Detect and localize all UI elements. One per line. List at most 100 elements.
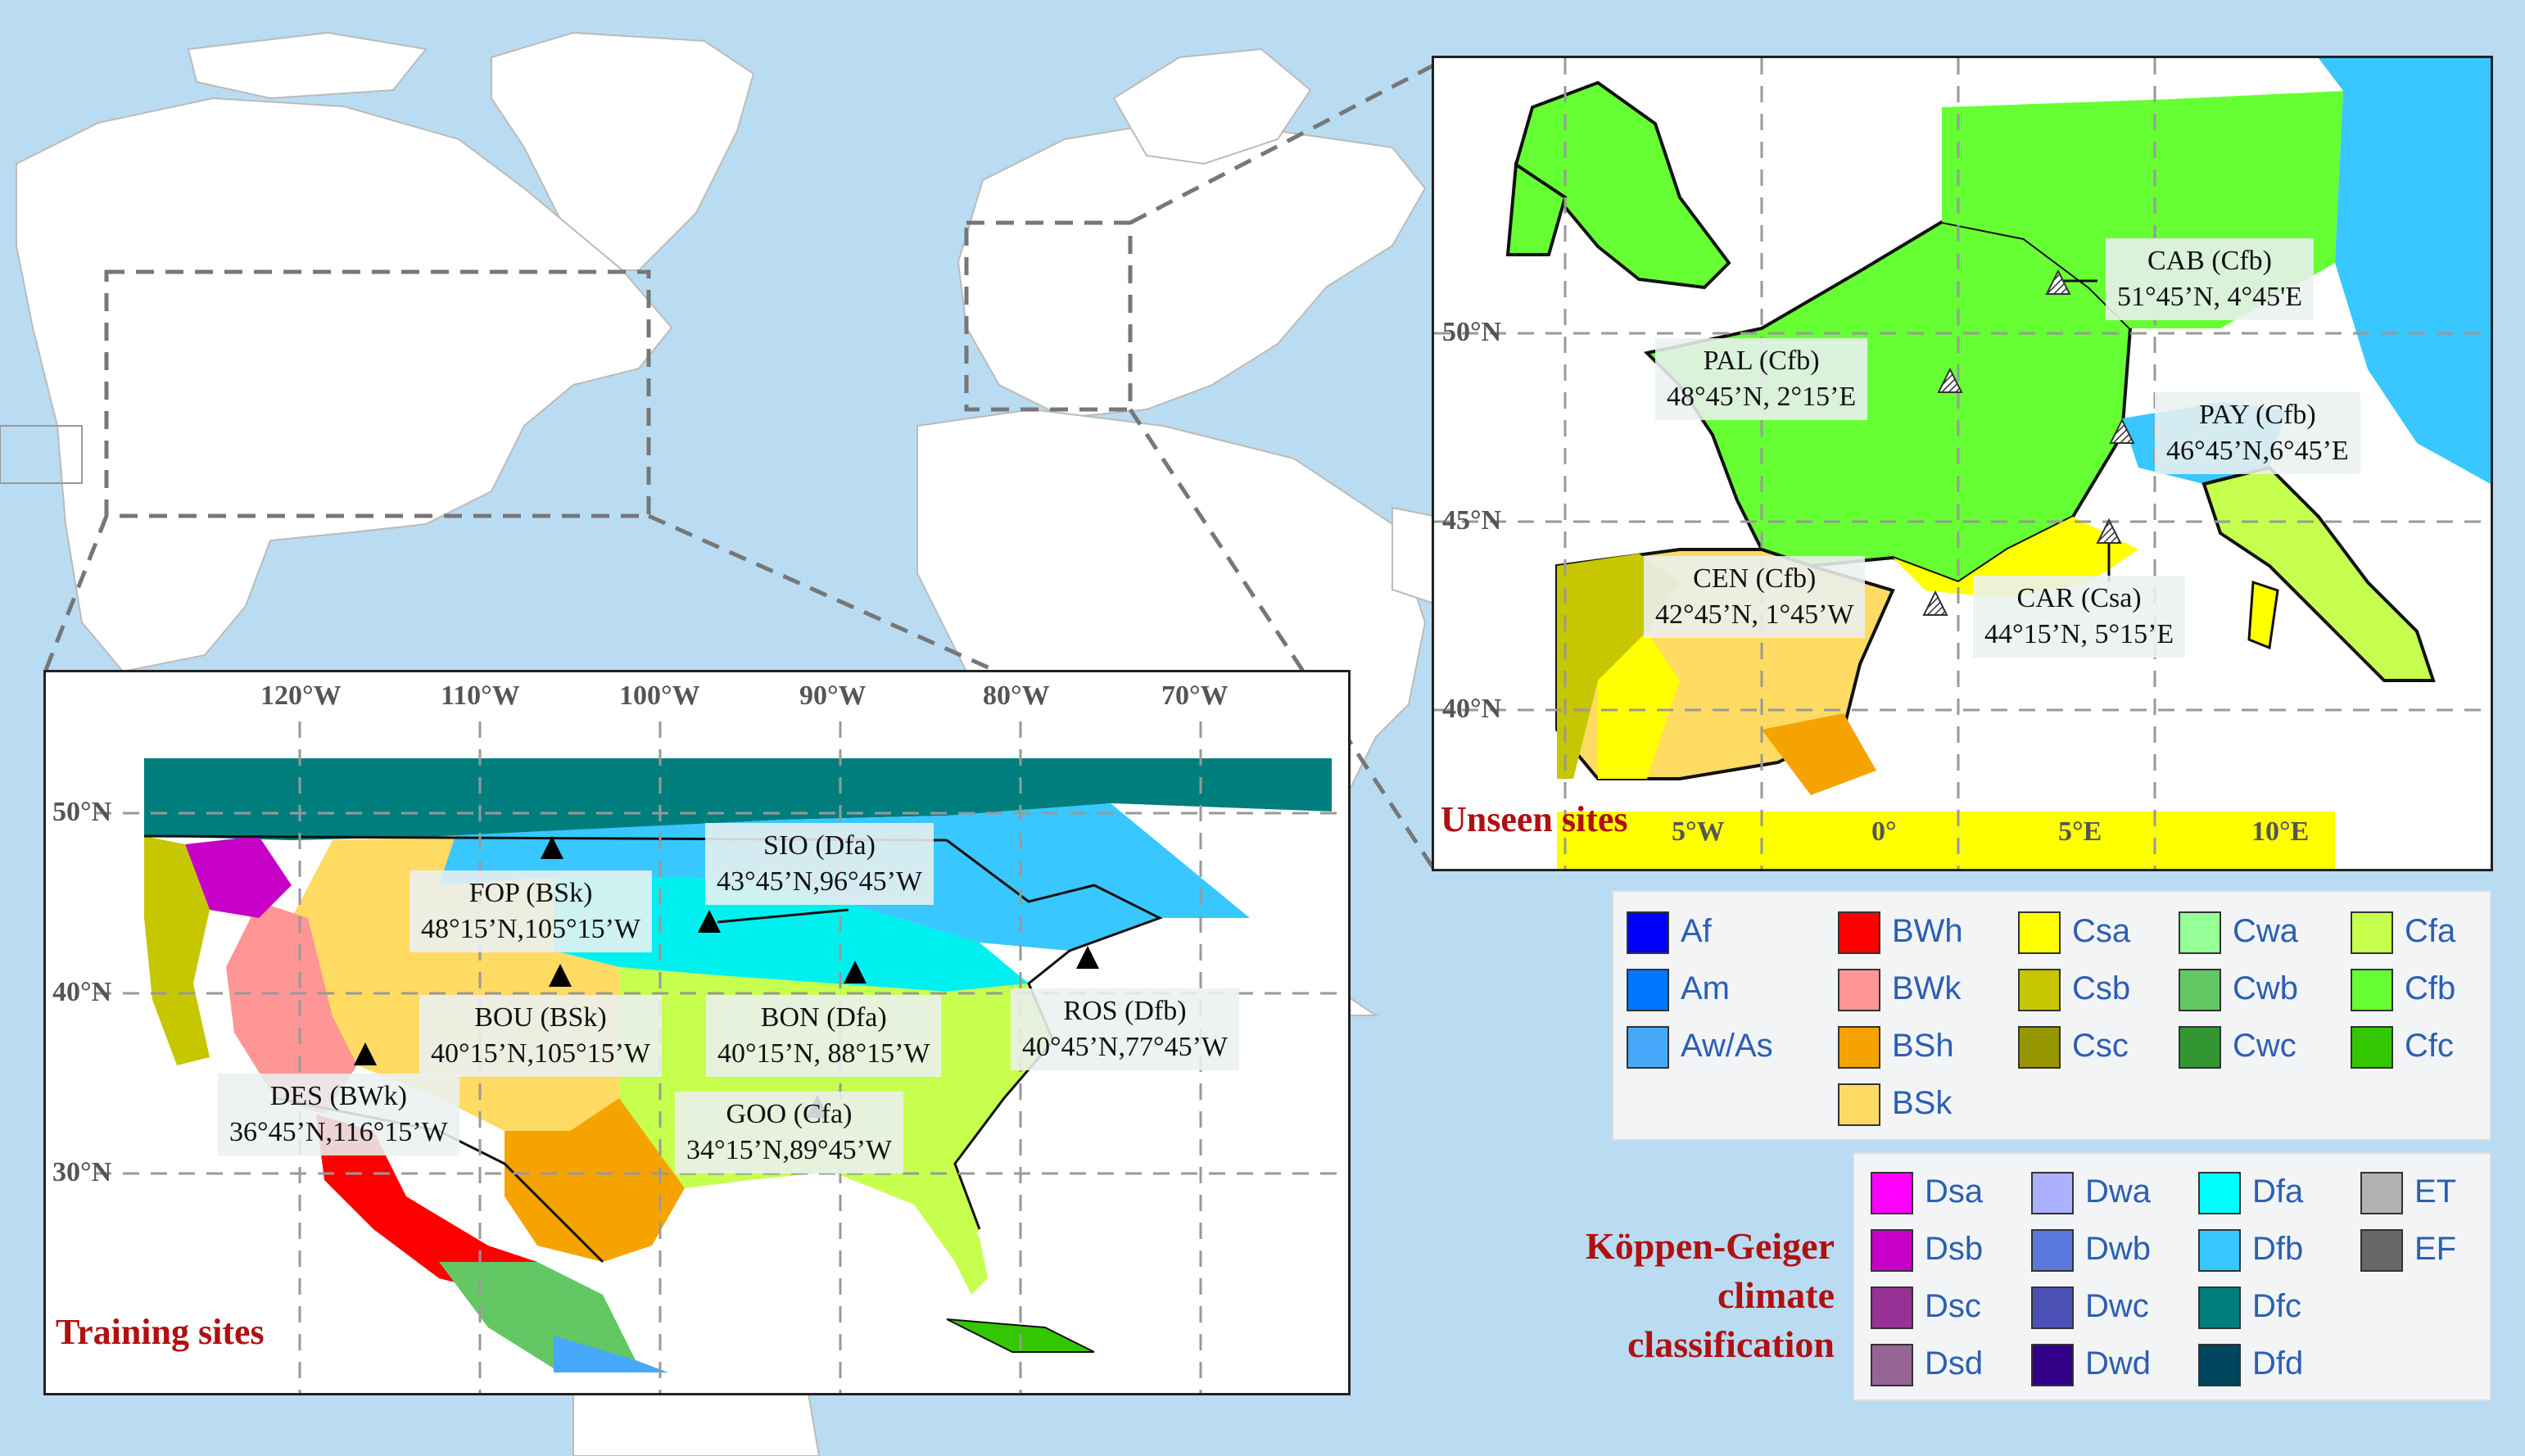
legend-swatch	[2198, 1229, 2241, 1272]
region-dfa	[554, 877, 1029, 992]
site-label-pal: PAL (Cfb) 48°45’N, 2°15’E	[1655, 338, 1868, 420]
region-dsb	[185, 836, 292, 918]
site-marker-ros	[1076, 946, 1099, 969]
legend-swatch	[2031, 1344, 2074, 1386]
legend-swatch	[1871, 1344, 1913, 1386]
legend-top: Af Am Aw/As BWh BWk BSh BSk Csa Csb Csc …	[1612, 890, 2491, 1141]
legend-label: BSh	[1892, 1028, 1954, 1064]
legend-title: Köppen-Geiger climate classification	[1585, 1225, 1835, 1365]
site-marker-cab	[2045, 269, 2071, 295]
site-marker-pay	[2109, 418, 2135, 444]
legend-swatch	[1871, 1229, 1913, 1272]
legend-label: Dwc	[2085, 1288, 2149, 1324]
site-marker-cen	[1922, 590, 1948, 616]
eu-climate-map	[1434, 58, 2491, 869]
legend-swatch	[2179, 1026, 2221, 1069]
site-label-bon: BON (Dfa) 40°15’N, 88°15’W	[706, 995, 942, 1077]
legend-label: Cfb	[2405, 970, 2456, 1006]
region-csa-africa	[1557, 812, 2335, 869]
lon-tick: 0°	[1871, 816, 1897, 847]
region-bwk	[226, 902, 357, 1115]
lon-tick: 5°E	[2058, 816, 2102, 847]
lon-tick: 110°W	[441, 681, 520, 711]
site-marker-sio	[698, 910, 721, 933]
legend-label: Dwb	[2085, 1231, 2152, 1267]
legend-label: Af	[1681, 913, 1712, 949]
north-america-landmass	[16, 97, 673, 673]
site-label-cen: CEN (Cfb) 42°45’N, 1°45’W	[1644, 556, 1866, 638]
legend-swatch	[1627, 1026, 1669, 1069]
legend-label: Dsd	[1925, 1345, 1984, 1381]
lat-tick: 40°N	[52, 977, 112, 1007]
site-label-sio: SIO (Dfa) 43°45’N,96°45’W	[705, 823, 934, 905]
legend-swatch	[2018, 1026, 2061, 1069]
greenland-landmass	[491, 31, 755, 271]
legend-label: Cfc	[2405, 1028, 2454, 1064]
legend-swatch	[2031, 1286, 2074, 1329]
site-marker-fop	[541, 836, 563, 859]
region-dfb-east	[2319, 58, 2491, 484]
legend-swatch	[2351, 1026, 2393, 1069]
site-label-car: CAR (Csa) 44°15’N, 5°15’E	[1973, 576, 2186, 658]
legend-bottom: Dsa Dsb Dsc Dsd Dwa Dwb Dwc Dwd Dfa Dfb …	[1853, 1152, 2491, 1401]
legend-swatch	[1838, 1083, 1880, 1126]
legend-label: Cfa	[2405, 913, 2456, 949]
site-marker-des	[354, 1042, 377, 1065]
legend-label: BWk	[1892, 970, 1962, 1006]
legend-swatch	[2031, 1172, 2074, 1214]
legend-label: Cwa	[2233, 913, 2299, 949]
site-label-bou: BOU (BSk) 40°15’N,105°15’W	[419, 995, 662, 1077]
florida	[947, 1196, 988, 1295]
region-aw	[554, 1336, 668, 1372]
lon-tick: 80°W	[983, 681, 1050, 711]
region-bsh-iberia	[1762, 713, 1876, 795]
legend-swatch	[2018, 969, 2061, 1011]
site-marker-car	[2096, 518, 2122, 544]
legend-swatch	[2198, 1172, 2241, 1214]
legend-swatch	[1871, 1286, 1913, 1329]
site-label-cab: CAB (Cfb) 51°45’N, 4°45'E	[2106, 238, 2314, 320]
legend-label: EF	[2414, 1231, 2457, 1267]
lat-tick: 30°N	[52, 1157, 112, 1187]
legend-swatch	[2351, 911, 2393, 954]
lat-tick: 50°N	[1442, 317, 1502, 347]
region-bwh	[316, 1115, 537, 1295]
legend-label: Csb	[2072, 970, 2131, 1006]
legend-swatch	[2198, 1286, 2241, 1329]
ireland	[1505, 161, 1568, 256]
lat-tick: 50°N	[52, 797, 112, 827]
legend-swatch	[2198, 1344, 2241, 1386]
legend-swatch	[1838, 969, 1880, 1011]
unseen-sites-title: Unseen sites	[1441, 799, 1628, 839]
legend-swatch	[2351, 969, 2393, 1011]
training-sites-title: Training sites	[56, 1312, 265, 1352]
legend-swatch	[2179, 969, 2221, 1011]
site-label-fop: FOP (BSk) 48°15’N,105°15’W	[410, 870, 652, 952]
legend-label: Csa	[2072, 913, 2131, 949]
legend-swatch	[2018, 911, 2061, 954]
legend-label: Am	[1681, 970, 1730, 1006]
legend-label: Csc	[2072, 1028, 2129, 1064]
legend-label: Dfc	[2252, 1288, 2301, 1324]
legend-swatch	[2360, 1172, 2403, 1214]
lat-tick: 40°N	[1442, 694, 1502, 724]
site-marker-bon	[844, 961, 867, 983]
region-csa-iberia	[1598, 631, 1680, 779]
region-dfc	[144, 758, 1332, 840]
site-label-pay: PAY (Cfb) 46°45’N,6°45’E	[2155, 392, 2360, 474]
legend-label: BSk	[1892, 1085, 1953, 1121]
site-marker-bou	[549, 964, 572, 987]
legend-label: Dsb	[1925, 1231, 1984, 1267]
region-bsh	[505, 1098, 685, 1262]
legend-label: Aw/As	[1681, 1028, 1773, 1064]
region-cfa-italy	[2201, 465, 2436, 682]
region-cwb	[439, 1262, 636, 1368]
legend-swatch	[1627, 911, 1669, 954]
eu-extent-box	[964, 220, 1133, 412]
lon-tick: 5°W	[1672, 816, 1725, 847]
legend-label: Dfb	[2252, 1231, 2304, 1267]
lon-tick: 10°E	[2251, 816, 2310, 847]
legend-label: Cwb	[2233, 970, 2299, 1006]
lon-tick: 70°W	[1161, 681, 1229, 711]
legend-label: Dsc	[1925, 1288, 1981, 1324]
